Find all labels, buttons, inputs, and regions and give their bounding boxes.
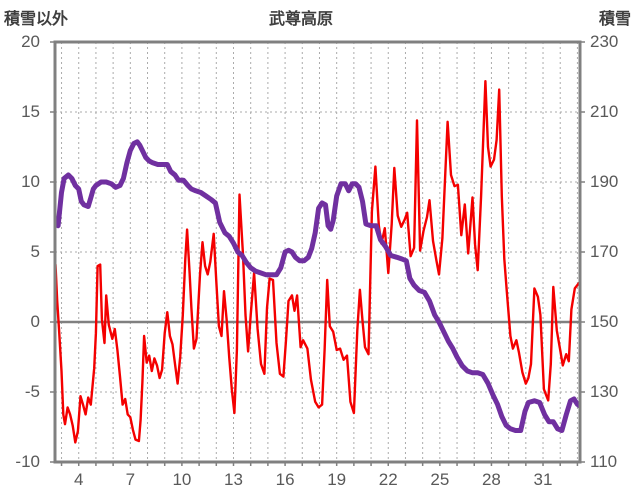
- temperature-red-line: [55, 79, 580, 444]
- y-left-tick-label: 15: [21, 102, 40, 121]
- chart-title: 武尊高原: [268, 11, 334, 28]
- y-right-tick-label: 130: [590, 382, 619, 401]
- x-axis-day-label: 25: [430, 470, 450, 489]
- y-left-tick-label: -5: [24, 382, 40, 401]
- y-left-tick-label: 20: [21, 32, 40, 51]
- x-axis-day-label: 31: [533, 470, 553, 489]
- x-axis-day-label: 16: [275, 470, 295, 489]
- x-axis-day-label: 4: [73, 470, 84, 489]
- y-right-tick-label: 190: [590, 172, 619, 191]
- right-axis-title: 積雪: [598, 11, 631, 28]
- y-right-tick-label: 110: [590, 452, 618, 471]
- y-right-tick-label: 170: [590, 242, 619, 261]
- y-right-tick-label: 150: [590, 312, 619, 331]
- y-left-tick-label: -10: [15, 452, 40, 471]
- x-axis-day-label: 28: [481, 470, 501, 489]
- y-left-tick-label: 0: [30, 312, 40, 331]
- y-right-tick-label: 210: [590, 102, 619, 121]
- y-right-tick-label: 230: [590, 32, 619, 51]
- x-axis-day-label: 10: [172, 470, 192, 489]
- x-axis-day-label: 22: [378, 470, 398, 489]
- snow-depth-purple-line: [55, 139, 580, 433]
- x-axis-day-label: 19: [327, 470, 347, 489]
- x-axis-day-label: 7: [125, 470, 136, 489]
- y-left-tick-label: 5: [30, 242, 40, 261]
- y-left-tick-label: 10: [21, 172, 40, 191]
- left-axis-title: 積雪以外: [4, 11, 69, 28]
- x-axis-day-label: 13: [224, 470, 243, 489]
